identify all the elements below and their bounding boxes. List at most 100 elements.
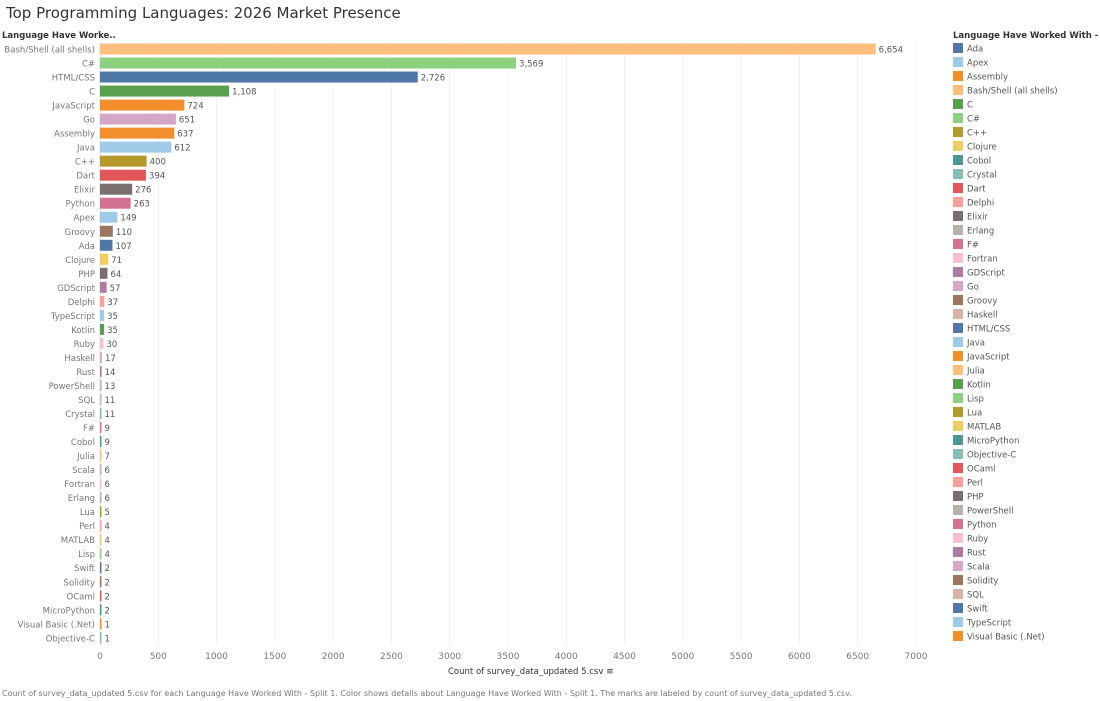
legend-swatch[interactable] <box>953 561 963 571</box>
bar[interactable] <box>100 113 176 125</box>
bar[interactable] <box>100 127 175 139</box>
y-tick-label[interactable]: C# <box>82 60 95 70</box>
bar[interactable] <box>100 211 118 223</box>
bar[interactable] <box>100 323 105 335</box>
y-tick-label[interactable]: MATLAB <box>61 536 95 546</box>
legend-label[interactable]: Assembly <box>967 73 1008 83</box>
y-tick-label[interactable]: SQL <box>78 396 95 406</box>
bar[interactable] <box>100 183 133 195</box>
bar[interactable] <box>100 155 147 167</box>
legend-swatch[interactable] <box>953 253 963 263</box>
legend-label[interactable]: Julia <box>966 367 985 377</box>
y-tick-label[interactable]: Objective-C <box>46 634 95 644</box>
y-tick-label[interactable]: C <box>89 88 95 98</box>
legend-swatch[interactable] <box>953 575 963 585</box>
legend-swatch[interactable] <box>953 211 963 221</box>
y-tick-label[interactable]: Go <box>83 116 95 126</box>
legend-label[interactable]: Apex <box>967 59 988 69</box>
legend-label[interactable]: Kotlin <box>967 381 991 391</box>
bar[interactable] <box>100 632 102 644</box>
bar[interactable] <box>100 267 108 279</box>
bar[interactable] <box>100 57 517 69</box>
y-tick-label[interactable]: Crystal <box>65 410 95 420</box>
y-tick-label[interactable]: F# <box>83 424 95 434</box>
bar[interactable] <box>100 351 102 363</box>
y-tick-label[interactable]: Python <box>66 200 95 210</box>
legend-swatch[interactable] <box>953 603 963 613</box>
bar[interactable] <box>100 394 102 405</box>
legend-swatch[interactable] <box>953 379 963 389</box>
legend-label[interactable]: Elixir <box>967 213 988 223</box>
legend-swatch[interactable] <box>953 617 963 627</box>
legend-swatch[interactable] <box>953 85 963 95</box>
legend-label[interactable]: Groovy <box>967 297 997 307</box>
legend-swatch[interactable] <box>953 43 963 53</box>
y-tick-label[interactable]: Swift <box>74 564 96 574</box>
legend-label[interactable]: Objective-C <box>967 451 1016 461</box>
bar[interactable] <box>100 548 102 560</box>
legend-label[interactable]: Go <box>967 283 979 293</box>
legend-label[interactable]: Lua <box>967 409 982 419</box>
sort-icon[interactable]: ≡ <box>606 667 614 677</box>
bar[interactable] <box>100 99 185 111</box>
legend-label[interactable]: SQL <box>967 591 984 601</box>
bar[interactable] <box>100 85 230 97</box>
legend-label[interactable]: Fortran <box>967 255 998 265</box>
legend-label[interactable]: Swift <box>967 605 989 615</box>
legend-label[interactable]: PowerShell <box>967 507 1013 517</box>
y-tick-label[interactable]: Bash/Shell (all shells) <box>4 46 95 56</box>
legend-swatch[interactable] <box>953 337 963 347</box>
y-tick-label[interactable]: MicroPython <box>43 606 95 616</box>
legend-swatch[interactable] <box>953 589 963 599</box>
legend-label[interactable]: GDScript <box>967 269 1005 279</box>
legend-swatch[interactable] <box>953 267 963 277</box>
bar[interactable] <box>100 365 102 377</box>
legend-swatch[interactable] <box>953 505 963 515</box>
legend-swatch[interactable] <box>953 393 963 403</box>
y-tick-label[interactable]: TypeScript <box>50 312 96 322</box>
bar[interactable] <box>100 197 131 209</box>
legend-swatch[interactable] <box>953 57 963 67</box>
legend-swatch[interactable] <box>953 113 963 123</box>
legend-swatch[interactable] <box>953 99 963 109</box>
legend-swatch[interactable] <box>953 463 963 473</box>
legend-label[interactable]: Ruby <box>967 535 988 545</box>
legend-swatch[interactable] <box>953 323 963 333</box>
legend-swatch[interactable] <box>953 295 963 305</box>
bar[interactable] <box>100 309 105 321</box>
legend-label[interactable]: Cobol <box>967 157 991 167</box>
legend-label[interactable]: Erlang <box>967 227 994 237</box>
legend-label[interactable]: Ada <box>967 45 983 55</box>
legend-swatch[interactable] <box>953 71 963 81</box>
legend-label[interactable]: Java <box>966 339 985 349</box>
bar[interactable] <box>100 520 102 532</box>
y-tick-label[interactable]: PHP <box>78 270 95 280</box>
legend-swatch[interactable] <box>953 449 963 459</box>
legend-label[interactable]: PHP <box>967 493 984 503</box>
legend-swatch[interactable] <box>953 351 963 361</box>
bar[interactable] <box>100 281 107 293</box>
y-tick-label[interactable]: Kotlin <box>71 326 95 336</box>
y-tick-label[interactable]: Ruby <box>74 340 95 350</box>
bar[interactable] <box>100 337 104 349</box>
legend-swatch[interactable] <box>953 281 963 291</box>
legend-label[interactable]: Crystal <box>967 171 997 181</box>
legend-swatch[interactable] <box>953 491 963 501</box>
legend-label[interactable]: F# <box>967 241 979 251</box>
y-tick-label[interactable]: Haskell <box>64 354 95 364</box>
bar[interactable] <box>100 450 102 462</box>
y-tick-label[interactable]: HTML/CSS <box>52 74 95 84</box>
bar[interactable] <box>100 225 113 237</box>
bar[interactable] <box>100 253 109 265</box>
y-tick-label[interactable]: Scala <box>72 466 95 476</box>
y-tick-label[interactable]: Java <box>76 144 95 154</box>
legend-swatch[interactable] <box>953 477 963 487</box>
bar[interactable] <box>100 492 102 504</box>
y-tick-label[interactable]: Visual Basic (.Net) <box>17 620 95 630</box>
y-tick-label[interactable]: Solidity <box>64 578 95 588</box>
legend-swatch[interactable] <box>953 309 963 319</box>
bar[interactable] <box>100 478 102 490</box>
bar[interactable] <box>100 506 102 518</box>
y-tick-label[interactable]: Clojure <box>65 256 95 266</box>
legend-label[interactable]: JavaScript <box>966 353 1010 363</box>
